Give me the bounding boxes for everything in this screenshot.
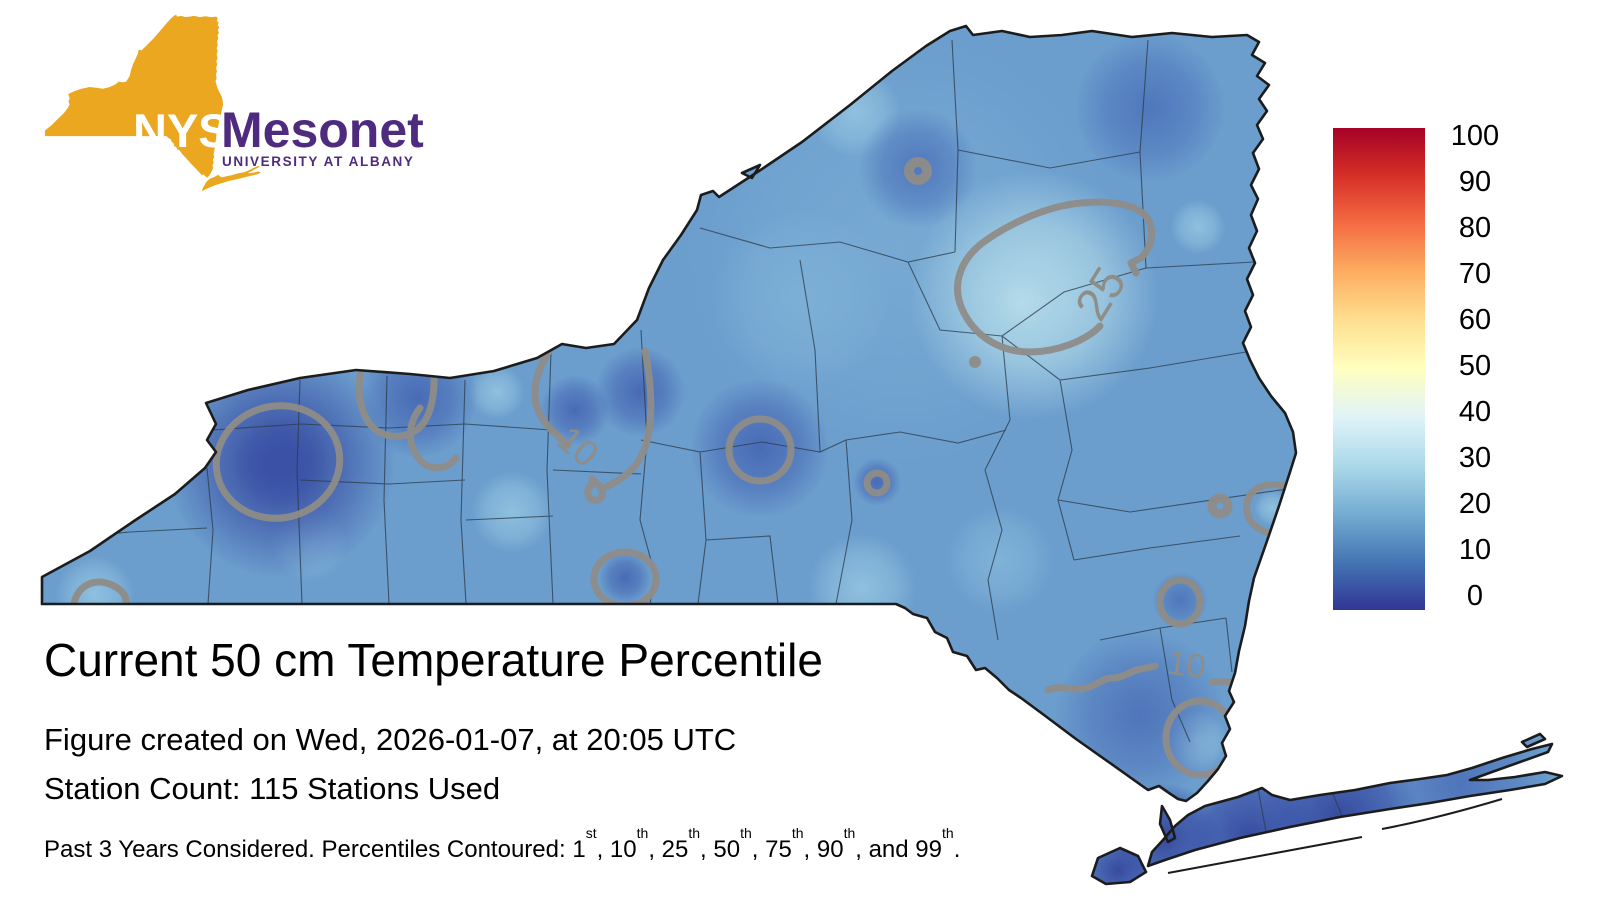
nys-mesonet-logo: NYS Mesonet UNIVERSITY AT ALBANY	[44, 14, 424, 192]
percentile-value: 75	[765, 836, 792, 863]
percentile-value: 25	[661, 836, 689, 863]
figure-created-line: Figure created on Wed, 2026-01-07, at 20…	[44, 722, 737, 757]
colorbar-tick-label: 90	[1458, 166, 1492, 198]
colorbar-tick-label: 0	[1466, 580, 1484, 612]
percentile-value: 99	[915, 836, 942, 863]
colorbar-tick-label: 50	[1458, 350, 1492, 382]
colorbar-tick-label: 60	[1458, 304, 1492, 336]
ordinal-suffix: th	[688, 825, 701, 841]
figure-title: Current 50 cm Temperature Percentile	[44, 634, 823, 686]
logo-state-shape	[44, 14, 261, 192]
percentile-value: 50	[713, 836, 741, 863]
percentile-value: 10	[609, 836, 637, 863]
ordinal-suffix: th	[942, 825, 954, 841]
logo-tagline: UNIVERSITY AT ALBANY	[222, 154, 415, 169]
station-count-line: Station Count: 115 Stations Used	[44, 771, 501, 806]
colorbar-tick-label: 70	[1458, 258, 1492, 290]
percentile-contours	[70, 157, 1293, 779]
colorbar-tick-label: 30	[1458, 442, 1492, 474]
ordinal-suffix: th	[791, 825, 804, 841]
ordinal-suffix: th	[636, 825, 649, 841]
ordinal-suffix: st	[585, 825, 597, 841]
colorbar-tick-labels: 100 90 80 70 60 50 40 30 20 10 0	[1433, 0, 1517, 900]
colorbar-tick-label: 20	[1458, 488, 1492, 520]
percentile-value: 90	[816, 836, 844, 863]
county-boundaries	[42, 39, 1343, 833]
logo-mesonet-text: Mesonet	[221, 102, 424, 158]
colorbar-tick-label: 10	[1458, 534, 1492, 566]
percentile-value: 1	[572, 836, 586, 863]
state-outline	[40, 24, 1564, 886]
contour-label-10-southeast: 10	[1165, 644, 1208, 687]
colorbar-gradient	[1333, 128, 1425, 610]
colorbar-tick-label: 40	[1458, 396, 1492, 428]
ordinal-suffix: th	[740, 825, 752, 841]
colorbar-tick-label: 100	[1450, 120, 1500, 152]
logo-nys-text: NYS	[133, 104, 230, 157]
colorbar-tick-label: 80	[1458, 212, 1492, 244]
percentiles-footnote: Past 3 Years Considered. Percentiles Con…	[44, 825, 961, 863]
ordinal-suffix: th	[843, 825, 856, 841]
